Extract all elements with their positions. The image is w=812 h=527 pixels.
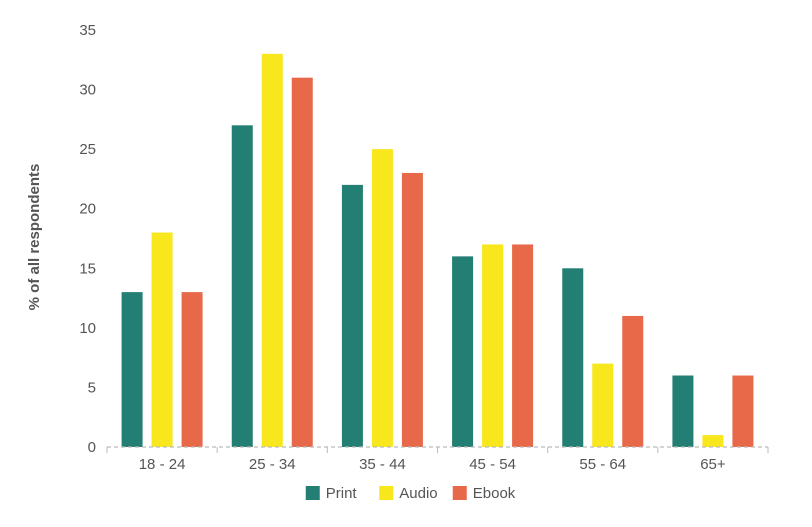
y-tick-label: 35 <box>79 22 96 39</box>
bar-print-5 <box>672 375 694 447</box>
legend-item-print: Print <box>305 485 358 502</box>
y-axis-ticks: 0 5 10 15 20 25 30 35 <box>79 22 96 456</box>
bar-audio-5 <box>702 435 724 447</box>
x-tick-label: 65+ <box>700 456 726 473</box>
bar-print-3 <box>452 256 474 447</box>
y-tick-label: 15 <box>79 260 96 277</box>
legend-label: Print <box>326 485 358 502</box>
legend-swatch <box>379 486 394 500</box>
bar-ebook-3 <box>512 244 534 447</box>
y-tick-label: 20 <box>79 201 96 218</box>
legend-item-ebook: Ebook <box>452 485 516 502</box>
bar-audio-2 <box>371 149 393 447</box>
bar-print-4 <box>562 268 584 447</box>
bar-audio-3 <box>482 244 504 447</box>
y-axis-label-group: % of all respondents <box>26 164 43 311</box>
bar-print-2 <box>341 184 363 447</box>
legend-swatch <box>452 486 467 500</box>
bar-ebook-5 <box>732 375 754 447</box>
legend-swatch <box>305 486 320 500</box>
x-tick-label: 18 - 24 <box>139 456 186 473</box>
bar-ebook-1 <box>291 77 313 448</box>
bar-print-1 <box>231 125 253 448</box>
bar-ebook-4 <box>622 315 644 447</box>
x-tick-label: 25 - 34 <box>249 456 296 473</box>
x-tick-label: 45 - 54 <box>469 456 516 473</box>
bar-audio-1 <box>261 53 283 447</box>
y-tick-label: 25 <box>79 141 96 158</box>
y-tick-label: 30 <box>79 82 96 99</box>
y-tick-label: 0 <box>88 439 96 456</box>
x-tick-label: 35 - 44 <box>359 456 406 473</box>
bar-ebook-0 <box>181 292 203 447</box>
bar-print-0 <box>121 292 143 447</box>
legend-label: Audio <box>399 485 437 502</box>
legend: Print Audio Ebook <box>305 485 516 502</box>
x-tick-label: 55 - 64 <box>579 456 626 473</box>
bars <box>121 53 754 448</box>
bar-audio-0 <box>151 232 173 447</box>
legend-label: Ebook <box>473 485 516 502</box>
y-axis-label: % of all respondents <box>26 164 43 311</box>
y-tick-label: 10 <box>79 320 96 337</box>
bar-ebook-2 <box>401 172 423 447</box>
y-tick-label: 5 <box>88 379 96 396</box>
legend-item-audio: Audio <box>379 485 438 502</box>
x-axis-ticks: 18 - 24 25 - 34 35 - 44 45 - 54 55 - 64 65+ <box>106 447 769 473</box>
bar-audio-4 <box>592 363 614 447</box>
